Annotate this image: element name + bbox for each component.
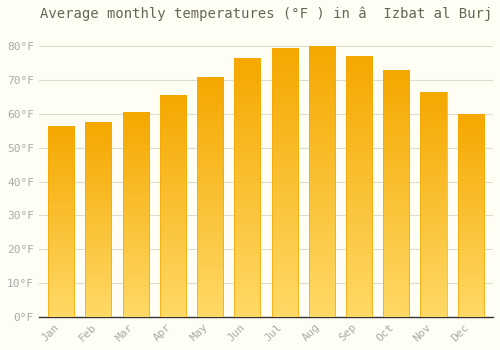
Bar: [458, 114, 483, 317]
Bar: [420, 92, 446, 317]
Bar: [308, 47, 335, 317]
Bar: [272, 48, 297, 317]
Bar: [86, 122, 112, 317]
Bar: [197, 77, 223, 317]
Bar: [122, 112, 148, 317]
Bar: [48, 126, 74, 317]
Bar: [383, 70, 409, 317]
Bar: [346, 57, 372, 317]
Title: Average monthly temperatures (°F ) in â  Izbat al Burj: Average monthly temperatures (°F ) in â …: [40, 7, 492, 21]
Bar: [160, 96, 186, 317]
Bar: [234, 58, 260, 317]
